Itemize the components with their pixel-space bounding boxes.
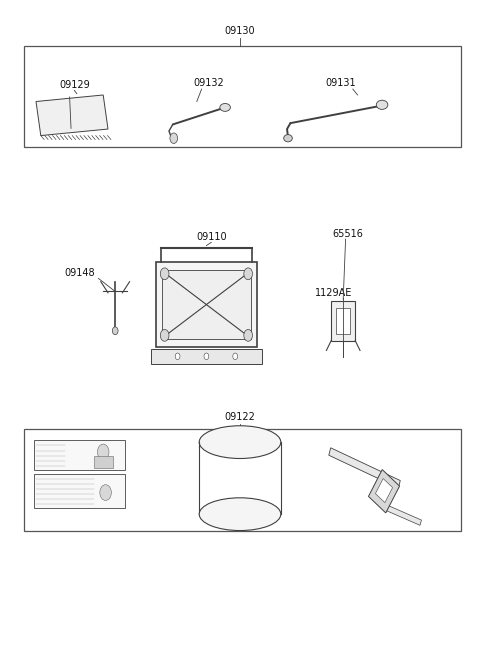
Text: 09110: 09110: [196, 233, 227, 242]
Bar: [24, 46, 461, 147]
Text: 09122: 09122: [225, 413, 255, 422]
Text: 09148: 09148: [64, 269, 95, 278]
Bar: [34, 474, 125, 508]
Text: 09131: 09131: [325, 79, 356, 88]
Ellipse shape: [376, 100, 388, 109]
Ellipse shape: [284, 134, 292, 141]
Circle shape: [100, 485, 111, 500]
Bar: [162, 270, 251, 339]
Bar: [375, 479, 393, 502]
Circle shape: [175, 353, 180, 360]
Bar: [369, 470, 399, 513]
Bar: [331, 301, 355, 341]
Ellipse shape: [199, 498, 281, 531]
Bar: [34, 440, 125, 470]
Ellipse shape: [220, 103, 230, 111]
Bar: [24, 429, 461, 531]
Polygon shape: [329, 448, 400, 488]
Text: 65516: 65516: [333, 229, 363, 239]
Circle shape: [160, 329, 169, 341]
Circle shape: [204, 353, 209, 360]
Circle shape: [97, 444, 109, 460]
Bar: [336, 308, 350, 334]
Polygon shape: [384, 504, 421, 525]
Circle shape: [170, 133, 178, 143]
Bar: [151, 349, 262, 364]
Circle shape: [244, 329, 252, 341]
Bar: [94, 456, 113, 468]
Text: 09132: 09132: [193, 79, 224, 88]
Bar: [156, 262, 257, 347]
Text: 1129AE: 1129AE: [315, 288, 352, 298]
Circle shape: [160, 268, 169, 280]
Text: 09129: 09129: [59, 81, 90, 90]
Circle shape: [233, 353, 238, 360]
Circle shape: [112, 327, 118, 335]
Polygon shape: [36, 95, 108, 136]
Ellipse shape: [199, 426, 281, 458]
Text: 09130: 09130: [225, 26, 255, 36]
Circle shape: [244, 268, 252, 280]
